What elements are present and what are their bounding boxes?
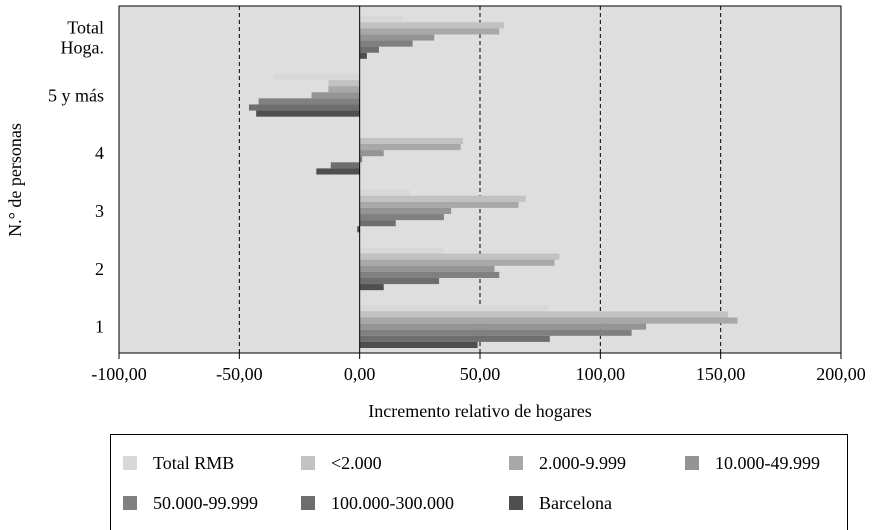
bar <box>273 73 360 81</box>
bar <box>359 34 435 41</box>
bar-group <box>248 16 738 348</box>
bar <box>359 16 403 23</box>
bar <box>328 80 360 87</box>
legend-swatch <box>123 496 137 510</box>
legend-item: 2.000-9.999 <box>509 451 626 475</box>
bar <box>328 86 360 93</box>
legend-label: Barcelona <box>539 492 612 513</box>
bar <box>316 168 360 175</box>
legend-item: Total RMB <box>123 451 234 475</box>
legend-swatch <box>123 456 137 470</box>
y-category-label: 2 <box>95 259 104 279</box>
bar <box>359 265 495 272</box>
bar <box>359 271 500 278</box>
legend-swatch <box>301 456 315 470</box>
grid-lines <box>238 6 722 353</box>
bar <box>311 92 360 99</box>
bar <box>359 144 461 151</box>
y-category-label: 3 <box>95 201 104 221</box>
y-category-label: 1 <box>95 317 104 337</box>
bar <box>359 22 505 29</box>
x-axis-label: Incremento relativo de hogares <box>368 401 591 421</box>
bar <box>359 220 396 227</box>
bar <box>359 137 464 144</box>
legend-item: Barcelona <box>509 491 612 515</box>
y-axis-categories: 1 2 3 4 5 y más Total Hoga. <box>48 17 104 336</box>
bar <box>359 341 478 348</box>
bar <box>359 284 384 291</box>
bar <box>359 259 555 266</box>
bar <box>359 253 560 260</box>
bar <box>359 207 452 215</box>
bar <box>258 98 360 105</box>
legend-label: 50.000-99.999 <box>153 492 258 513</box>
x-tick-label: 50,00 <box>460 364 501 384</box>
bar <box>359 247 444 254</box>
bar <box>359 335 550 342</box>
x-tick-label: -100,00 <box>91 364 147 384</box>
x-tick-label: 100,00 <box>576 364 626 384</box>
legend-swatch <box>509 456 523 470</box>
x-axis-ticks: -100,00 -50,00 0,00 50,00 100,00 150,00 200,00 <box>91 353 866 384</box>
legend-label: 2.000-9.999 <box>539 452 626 473</box>
bar <box>359 28 500 35</box>
legend-swatch <box>301 496 315 510</box>
bar <box>359 201 519 208</box>
bar <box>359 329 632 336</box>
legend-label: Total RMB <box>153 452 235 473</box>
legend-swatch <box>685 456 699 470</box>
y-category-label: 5 y más <box>48 85 104 105</box>
bar <box>330 162 360 169</box>
bar <box>359 189 411 196</box>
bar <box>359 46 379 53</box>
bar <box>359 195 526 202</box>
x-tick-label: -50,00 <box>216 364 263 384</box>
legend-item: 100.000-300.000 <box>301 491 454 515</box>
bar <box>359 150 384 157</box>
legend: Total RMB <2.000 2.000-9.999 10.000-49.999 5… <box>110 434 848 530</box>
bar <box>359 311 728 318</box>
y-category-label: Total Hoga. <box>61 17 105 57</box>
legend-item: 10.000-49.999 <box>685 451 820 475</box>
bar <box>359 323 647 330</box>
legend-label: 100.000-300.000 <box>331 492 454 513</box>
bar <box>359 214 444 221</box>
bar <box>248 104 360 111</box>
bar <box>359 52 367 59</box>
bar <box>359 277 440 285</box>
legend-swatch <box>509 496 523 510</box>
legend-label: <2.000 <box>331 452 382 473</box>
y-category-label: 4 <box>95 143 104 163</box>
x-tick-label: 200,00 <box>816 364 866 384</box>
bar <box>359 305 548 312</box>
bar <box>359 317 738 324</box>
bar <box>359 156 363 163</box>
legend-item: <2.000 <box>301 451 382 475</box>
legend-item: 50.000-99.999 <box>123 491 258 515</box>
x-tick-label: 0,00 <box>344 364 376 384</box>
bar <box>357 226 360 233</box>
legend-label: 10.000-49.999 <box>715 452 820 473</box>
bar <box>256 110 360 117</box>
y-axis-label: N.° de personas <box>5 123 25 237</box>
bar <box>359 40 413 47</box>
x-tick-label: 150,00 <box>696 364 746 384</box>
